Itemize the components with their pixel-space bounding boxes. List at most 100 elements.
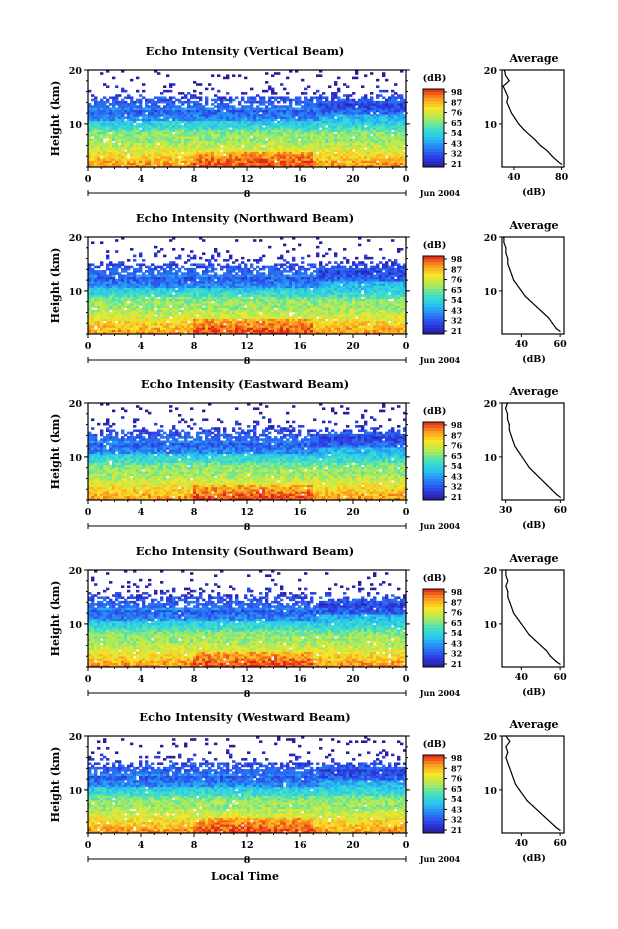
heatmap-cell (199, 283, 203, 286)
heatmap-cell (277, 133, 281, 137)
heatmap-cell (352, 107, 356, 111)
heatmap-cell (217, 254, 221, 258)
heatmap-cell (283, 98, 287, 102)
heatmap-cell (133, 309, 137, 313)
heatmap-cell (376, 78, 380, 82)
heatmap-cell (256, 111, 260, 115)
heatmap-cell (94, 298, 98, 302)
heatmap-cell (244, 147, 248, 150)
heatmap-cell (295, 103, 299, 106)
heatmap-cell (136, 305, 140, 308)
heatmap-cell (376, 107, 380, 111)
heatmap-cell (97, 320, 101, 324)
heatmap-cell (259, 155, 263, 159)
heatmap-cell (130, 325, 134, 328)
heatmap-cell (121, 118, 125, 122)
heatmap-cell (205, 270, 209, 273)
heatmap-cell (154, 96, 158, 100)
heatmap-cell (136, 300, 140, 304)
heatmap-cell (226, 272, 230, 275)
heatmap-cell (184, 94, 188, 97)
heatmap-cell (193, 256, 197, 260)
heatmap-cell (163, 138, 167, 141)
heatmap-cell (139, 138, 143, 141)
heatmap-cell (151, 309, 155, 313)
heatmap-cell (376, 127, 380, 130)
heatmap-cell (196, 125, 200, 128)
heatmap-cell (313, 155, 317, 159)
heatmap-cell (259, 147, 263, 150)
heatmap-cell (220, 265, 224, 269)
heatmap-cell (88, 270, 92, 273)
heatmap-cell (391, 100, 395, 104)
heatmap-cell (361, 149, 365, 152)
heatmap-cell (97, 283, 101, 286)
heatmap-cell (184, 327, 188, 330)
heatmap-cell (292, 133, 296, 137)
heatmap-cell (100, 125, 104, 128)
heatmap-cell (118, 127, 122, 130)
heatmap-cell (271, 109, 275, 113)
heatmap-cell (280, 125, 284, 128)
heatmap-cell (217, 278, 221, 282)
heatmap-cell (184, 158, 188, 161)
heatmap-cell (163, 85, 167, 89)
heatmap-cell (169, 83, 173, 86)
heatmap-cell (268, 133, 272, 137)
heatmap-cell (157, 158, 161, 161)
heatmap-cell (343, 155, 347, 159)
heatmap-cell (235, 155, 239, 159)
heatmap-cell (145, 320, 149, 324)
heatmap-cell (325, 98, 329, 102)
heatmap-cell (352, 109, 356, 113)
heatmap-cell (169, 98, 173, 102)
heatmap-cell (244, 158, 248, 161)
heatmap-cell (367, 111, 371, 115)
heatmap-cell (346, 160, 350, 163)
heatmap-cell (145, 144, 149, 148)
heatmap-cell (181, 283, 185, 286)
heatmap-cell (394, 98, 398, 102)
heatmap-cell (259, 120, 263, 124)
heatmap-cell (193, 281, 197, 284)
heatmap-cell (289, 114, 293, 117)
heatmap-cell (178, 307, 182, 311)
heatmap-cell (343, 94, 347, 97)
heatmap-cell (400, 127, 404, 130)
heatmap-cell (268, 140, 272, 144)
heatmap-cell (187, 147, 191, 150)
heatmap-cell (145, 270, 149, 273)
heatmap-cell (187, 259, 191, 262)
heatmap-cell (220, 305, 224, 308)
heatmap-cell (238, 320, 242, 324)
heatmap-cell (352, 153, 356, 157)
heatmap-cell (148, 274, 152, 278)
heatmap-cell (136, 325, 140, 328)
heatmap-cell (382, 105, 386, 108)
heatmap-cell (271, 114, 275, 117)
heatmap-cell (97, 311, 101, 315)
heatmap-cell (151, 103, 155, 106)
heatmap-cell (337, 162, 341, 166)
heatmap-cell (190, 309, 194, 313)
heatmap-cell (94, 118, 98, 122)
heatmap-cell (325, 162, 329, 166)
heatmap-cell (94, 133, 98, 137)
heatmap-cell (268, 100, 272, 104)
heatmap-cell (178, 122, 182, 126)
heatmap-cell (88, 122, 92, 126)
heatmap-cell (163, 111, 167, 115)
heatmap-cell (247, 129, 251, 133)
heatmap-cell (97, 160, 101, 163)
heatmap-cell (196, 263, 200, 267)
heatmap-cell (97, 116, 101, 119)
heatmap-cell (316, 114, 320, 117)
heatmap-cell (142, 287, 146, 291)
day-label: 8 (244, 189, 251, 200)
heatmap-cell (262, 160, 266, 163)
heatmap-cell (286, 155, 290, 159)
heatmap-cell (274, 118, 278, 122)
heatmap-cell (118, 316, 122, 319)
heatmap-cell (259, 107, 263, 111)
heatmap-cell (172, 285, 176, 289)
